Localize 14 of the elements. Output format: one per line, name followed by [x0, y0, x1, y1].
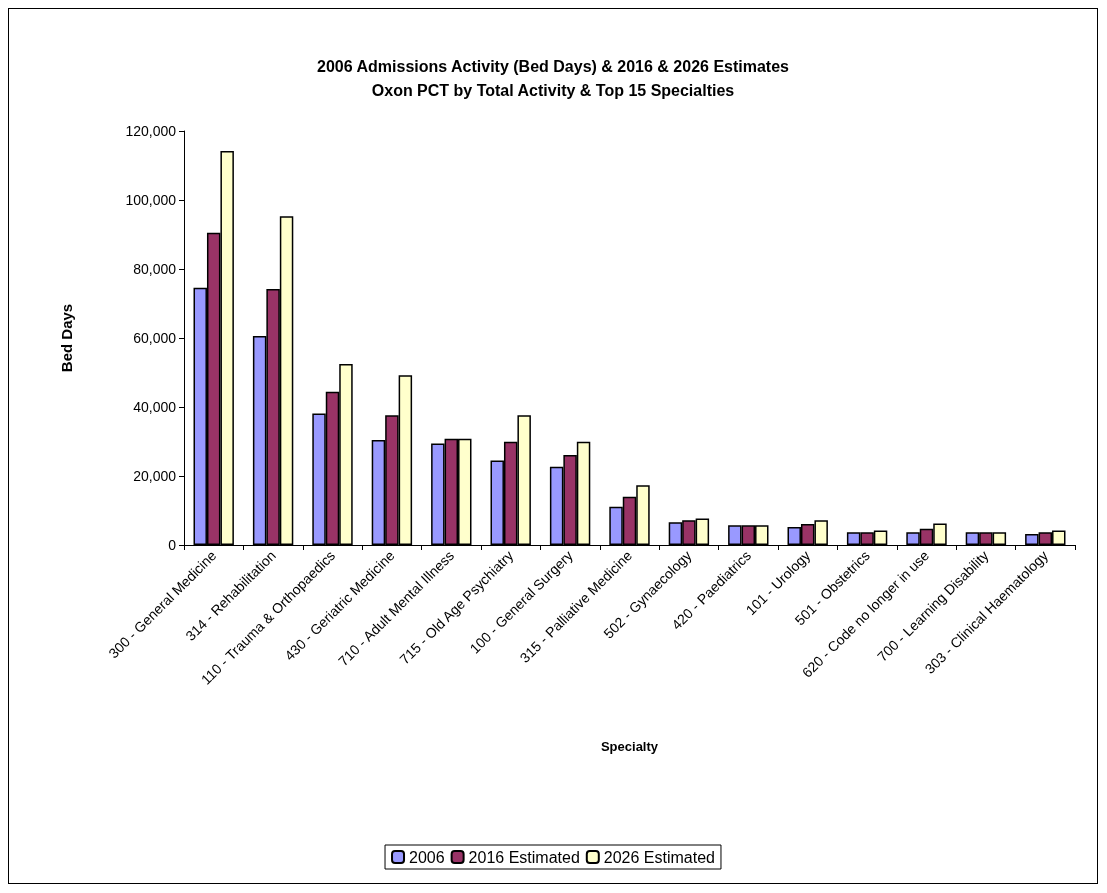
- legend-label: 2006: [409, 848, 445, 866]
- y-tick-label: 60,000: [133, 330, 177, 346]
- chart-title: 2006 Admissions Activity (Bed Days) & 2016 & 2026 Estimates: [317, 57, 790, 75]
- y-tick-label: 80,000: [133, 261, 177, 277]
- y-tick-label: 40,000: [133, 399, 177, 415]
- x-axis-title: Specialty: [600, 739, 659, 754]
- chart-subtitle: Oxon PCT by Total Activity & Top 15 Specialties: [371, 81, 735, 99]
- legend-label: 2016 Estimated: [468, 848, 580, 866]
- legend-label: 2026 Estimated: [603, 848, 715, 866]
- y-tick-label: 0: [168, 537, 177, 553]
- y-tick-label: 100,000: [125, 192, 177, 208]
- y-tick-label: 120,000: [125, 123, 177, 139]
- y-axis-title: Bed Days: [58, 303, 75, 373]
- y-tick-label: 20,000: [133, 468, 177, 484]
